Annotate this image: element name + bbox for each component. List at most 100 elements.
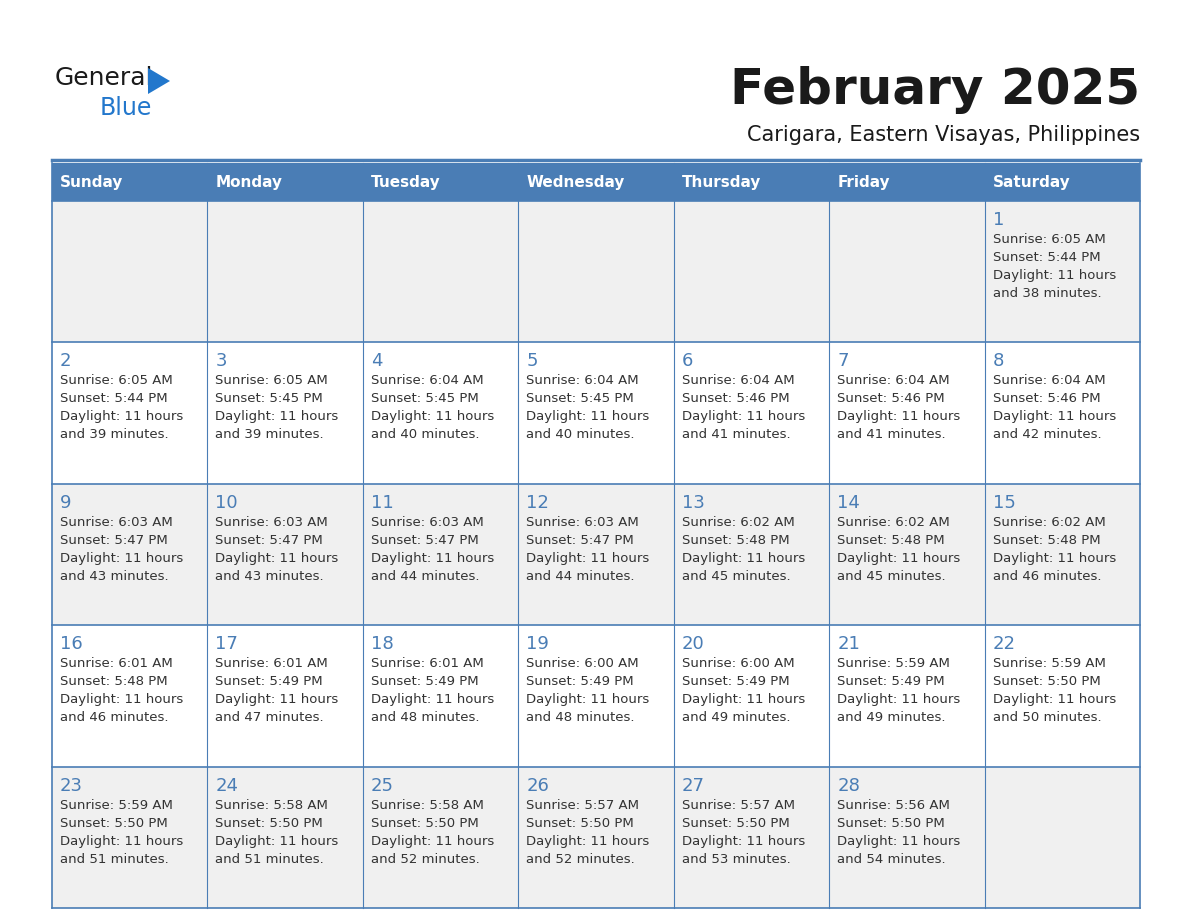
Text: Daylight: 11 hours: Daylight: 11 hours	[992, 269, 1116, 282]
Text: Sunrise: 6:04 AM: Sunrise: 6:04 AM	[838, 375, 949, 387]
Text: Sunrise: 6:05 AM: Sunrise: 6:05 AM	[215, 375, 328, 387]
Text: Daylight: 11 hours: Daylight: 11 hours	[682, 834, 805, 847]
Text: Daylight: 11 hours: Daylight: 11 hours	[371, 693, 494, 706]
Text: Daylight: 11 hours: Daylight: 11 hours	[215, 693, 339, 706]
Text: and 41 minutes.: and 41 minutes.	[838, 429, 946, 442]
Text: Sunrise: 6:03 AM: Sunrise: 6:03 AM	[215, 516, 328, 529]
Text: and 39 minutes.: and 39 minutes.	[61, 429, 169, 442]
Text: 11: 11	[371, 494, 393, 512]
Text: Daylight: 11 hours: Daylight: 11 hours	[61, 834, 183, 847]
Text: Sunset: 5:48 PM: Sunset: 5:48 PM	[992, 533, 1100, 547]
Text: and 48 minutes.: and 48 minutes.	[371, 711, 479, 724]
Text: 16: 16	[61, 635, 83, 654]
Text: Daylight: 11 hours: Daylight: 11 hours	[526, 834, 650, 847]
Text: and 44 minutes.: and 44 minutes.	[526, 570, 634, 583]
Text: Sunset: 5:47 PM: Sunset: 5:47 PM	[61, 533, 168, 547]
Text: Sunset: 5:50 PM: Sunset: 5:50 PM	[215, 817, 323, 830]
Text: Daylight: 11 hours: Daylight: 11 hours	[526, 693, 650, 706]
Text: Sunrise: 6:00 AM: Sunrise: 6:00 AM	[526, 657, 639, 670]
Text: 22: 22	[992, 635, 1016, 654]
Text: Sunrise: 6:05 AM: Sunrise: 6:05 AM	[992, 233, 1105, 246]
Text: Sunset: 5:46 PM: Sunset: 5:46 PM	[992, 392, 1100, 406]
Text: Daylight: 11 hours: Daylight: 11 hours	[61, 410, 183, 423]
Text: Daylight: 11 hours: Daylight: 11 hours	[838, 410, 960, 423]
Text: 10: 10	[215, 494, 238, 512]
Text: Sunset: 5:50 PM: Sunset: 5:50 PM	[992, 676, 1100, 688]
Text: and 52 minutes.: and 52 minutes.	[371, 853, 480, 866]
Text: Daylight: 11 hours: Daylight: 11 hours	[992, 410, 1116, 423]
Bar	[208, 342, 362, 484]
Text: Sunset: 5:50 PM: Sunset: 5:50 PM	[61, 817, 168, 830]
Text: Sunrise: 6:04 AM: Sunrise: 6:04 AM	[526, 375, 639, 387]
Bar	[674, 484, 829, 625]
Text: Wednesday: Wednesday	[526, 174, 625, 189]
Text: 9: 9	[61, 494, 71, 512]
Text: and 49 minutes.: and 49 minutes.	[682, 711, 790, 724]
Bar	[985, 163, 1140, 201]
Bar	[829, 625, 985, 767]
Text: Sunrise: 6:03 AM: Sunrise: 6:03 AM	[61, 516, 172, 529]
Text: Sunset: 5:46 PM: Sunset: 5:46 PM	[838, 392, 944, 406]
Text: Friday: Friday	[838, 174, 890, 189]
Text: 3: 3	[215, 353, 227, 370]
Text: Sunrise: 6:02 AM: Sunrise: 6:02 AM	[682, 516, 795, 529]
Bar	[985, 484, 1140, 625]
Bar	[208, 767, 362, 908]
Text: Sunrise: 5:59 AM: Sunrise: 5:59 AM	[61, 799, 173, 812]
Text: and 43 minutes.: and 43 minutes.	[215, 570, 324, 583]
Bar	[829, 767, 985, 908]
Text: Monday: Monday	[215, 174, 283, 189]
Bar	[52, 484, 208, 625]
Text: Sunrise: 6:01 AM: Sunrise: 6:01 AM	[61, 657, 172, 670]
Text: Daylight: 11 hours: Daylight: 11 hours	[526, 410, 650, 423]
Text: and 44 minutes.: and 44 minutes.	[371, 570, 479, 583]
Text: 12: 12	[526, 494, 549, 512]
Text: Carigara, Eastern Visayas, Philippines: Carigara, Eastern Visayas, Philippines	[747, 125, 1140, 145]
Text: Sunset: 5:47 PM: Sunset: 5:47 PM	[371, 533, 479, 547]
Text: Sunset: 5:47 PM: Sunset: 5:47 PM	[526, 533, 634, 547]
Text: Daylight: 11 hours: Daylight: 11 hours	[371, 552, 494, 565]
Text: 27: 27	[682, 777, 704, 795]
Text: Sunrise: 5:56 AM: Sunrise: 5:56 AM	[838, 799, 950, 812]
Text: Sunrise: 6:02 AM: Sunrise: 6:02 AM	[838, 516, 950, 529]
Text: 19: 19	[526, 635, 549, 654]
Bar	[362, 201, 518, 342]
Text: and 51 minutes.: and 51 minutes.	[61, 853, 169, 866]
Text: 25: 25	[371, 777, 394, 795]
Text: Daylight: 11 hours: Daylight: 11 hours	[371, 834, 494, 847]
Bar	[829, 201, 985, 342]
Text: Sunrise: 5:58 AM: Sunrise: 5:58 AM	[215, 799, 328, 812]
Text: 15: 15	[992, 494, 1016, 512]
Text: 7: 7	[838, 353, 848, 370]
Text: Sunset: 5:45 PM: Sunset: 5:45 PM	[526, 392, 634, 406]
Text: and 43 minutes.: and 43 minutes.	[61, 570, 169, 583]
Text: Sunset: 5:44 PM: Sunset: 5:44 PM	[992, 251, 1100, 264]
Bar	[674, 163, 829, 201]
Bar	[52, 767, 208, 908]
Text: Sunrise: 5:58 AM: Sunrise: 5:58 AM	[371, 799, 484, 812]
Text: Sunrise: 5:57 AM: Sunrise: 5:57 AM	[682, 799, 795, 812]
Text: and 49 minutes.: and 49 minutes.	[838, 711, 946, 724]
Text: Saturday: Saturday	[992, 174, 1070, 189]
Text: Sunrise: 6:04 AM: Sunrise: 6:04 AM	[371, 375, 484, 387]
Bar	[518, 625, 674, 767]
Text: and 39 minutes.: and 39 minutes.	[215, 429, 324, 442]
Text: Sunset: 5:44 PM: Sunset: 5:44 PM	[61, 392, 168, 406]
Bar	[362, 625, 518, 767]
Text: Sunrise: 5:59 AM: Sunrise: 5:59 AM	[838, 657, 950, 670]
Text: Sunset: 5:48 PM: Sunset: 5:48 PM	[61, 676, 168, 688]
Bar	[518, 342, 674, 484]
Text: Daylight: 11 hours: Daylight: 11 hours	[838, 552, 960, 565]
Text: and 50 minutes.: and 50 minutes.	[992, 711, 1101, 724]
Text: Sunset: 5:49 PM: Sunset: 5:49 PM	[215, 676, 323, 688]
Text: Sunset: 5:50 PM: Sunset: 5:50 PM	[371, 817, 479, 830]
Bar	[208, 163, 362, 201]
Text: 14: 14	[838, 494, 860, 512]
Text: Daylight: 11 hours: Daylight: 11 hours	[61, 693, 183, 706]
Text: and 45 minutes.: and 45 minutes.	[838, 570, 946, 583]
Text: Sunset: 5:50 PM: Sunset: 5:50 PM	[682, 817, 790, 830]
Text: Sunrise: 5:59 AM: Sunrise: 5:59 AM	[992, 657, 1106, 670]
Bar	[362, 342, 518, 484]
Text: Sunrise: 6:05 AM: Sunrise: 6:05 AM	[61, 375, 172, 387]
Bar	[52, 201, 208, 342]
